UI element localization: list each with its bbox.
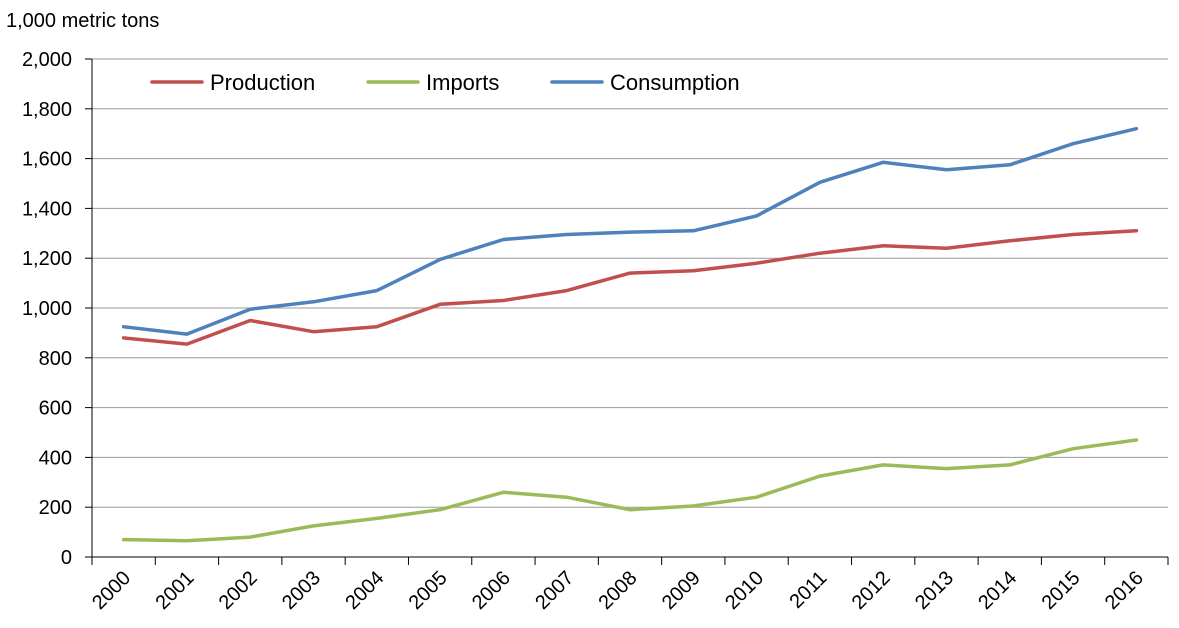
y-tick-label: 200 bbox=[39, 497, 72, 519]
x-tick-label: 2011 bbox=[785, 567, 831, 613]
x-tick-label: 2013 bbox=[911, 567, 958, 614]
legend: Production Imports Consumption bbox=[150, 70, 740, 95]
y-tick-label: 1,000 bbox=[22, 298, 72, 320]
x-tick-label: 2004 bbox=[341, 567, 388, 614]
x-tick-label: 2006 bbox=[468, 567, 515, 614]
y-tick-label: 400 bbox=[39, 447, 72, 469]
legend-label-consumption: Consumption bbox=[610, 70, 740, 95]
y-tick-label: 1,600 bbox=[22, 149, 72, 171]
y-tick-label: 1,400 bbox=[22, 198, 72, 220]
x-tick-label: 2016 bbox=[1101, 567, 1148, 614]
series-lines bbox=[121, 126, 1139, 543]
axes bbox=[85, 58, 1169, 565]
x-tick-label: 2008 bbox=[595, 567, 642, 614]
x-tick-labels: 2000 2001 2002 2003 2004 2005 2006 2007 2008 2009… bbox=[88, 567, 1148, 614]
x-tick-label: 2000 bbox=[88, 567, 135, 614]
x-tick-label: 2010 bbox=[721, 567, 768, 614]
y-tick-label: 1,200 bbox=[22, 248, 72, 270]
legend-label-imports: Imports bbox=[426, 70, 499, 95]
y-tick-label: 0 bbox=[61, 547, 72, 569]
x-tick-label: 2001 bbox=[151, 567, 198, 614]
series-line-production bbox=[121, 229, 1139, 346]
y-tick-label: 1,800 bbox=[22, 99, 72, 121]
y-tick-label: 2,000 bbox=[22, 49, 72, 71]
y-tick-labels: 0 200 400 600 800 1,000 1,200 1,400 1,600 1,800 2,… bbox=[22, 49, 72, 569]
x-tick-label: 2003 bbox=[278, 567, 325, 614]
y-tick-label: 800 bbox=[39, 348, 72, 370]
x-tick-label: 2007 bbox=[531, 567, 578, 614]
x-tick-label: 2014 bbox=[974, 567, 1021, 614]
gridlines bbox=[92, 58, 1168, 508]
series-line-consumption bbox=[121, 126, 1139, 336]
y-tick-label: 600 bbox=[39, 398, 72, 420]
x-tick-label: 2009 bbox=[658, 567, 705, 614]
x-tick-label: 2015 bbox=[1038, 567, 1085, 614]
series-line-imports bbox=[121, 438, 1139, 543]
legend-label-production: Production bbox=[210, 70, 315, 95]
y-axis-unit-label: 1,000 metric tons bbox=[6, 10, 159, 32]
x-tick-label: 2005 bbox=[405, 567, 452, 614]
x-tick-label: 2002 bbox=[215, 567, 262, 614]
x-tick-label: 2012 bbox=[848, 567, 895, 614]
